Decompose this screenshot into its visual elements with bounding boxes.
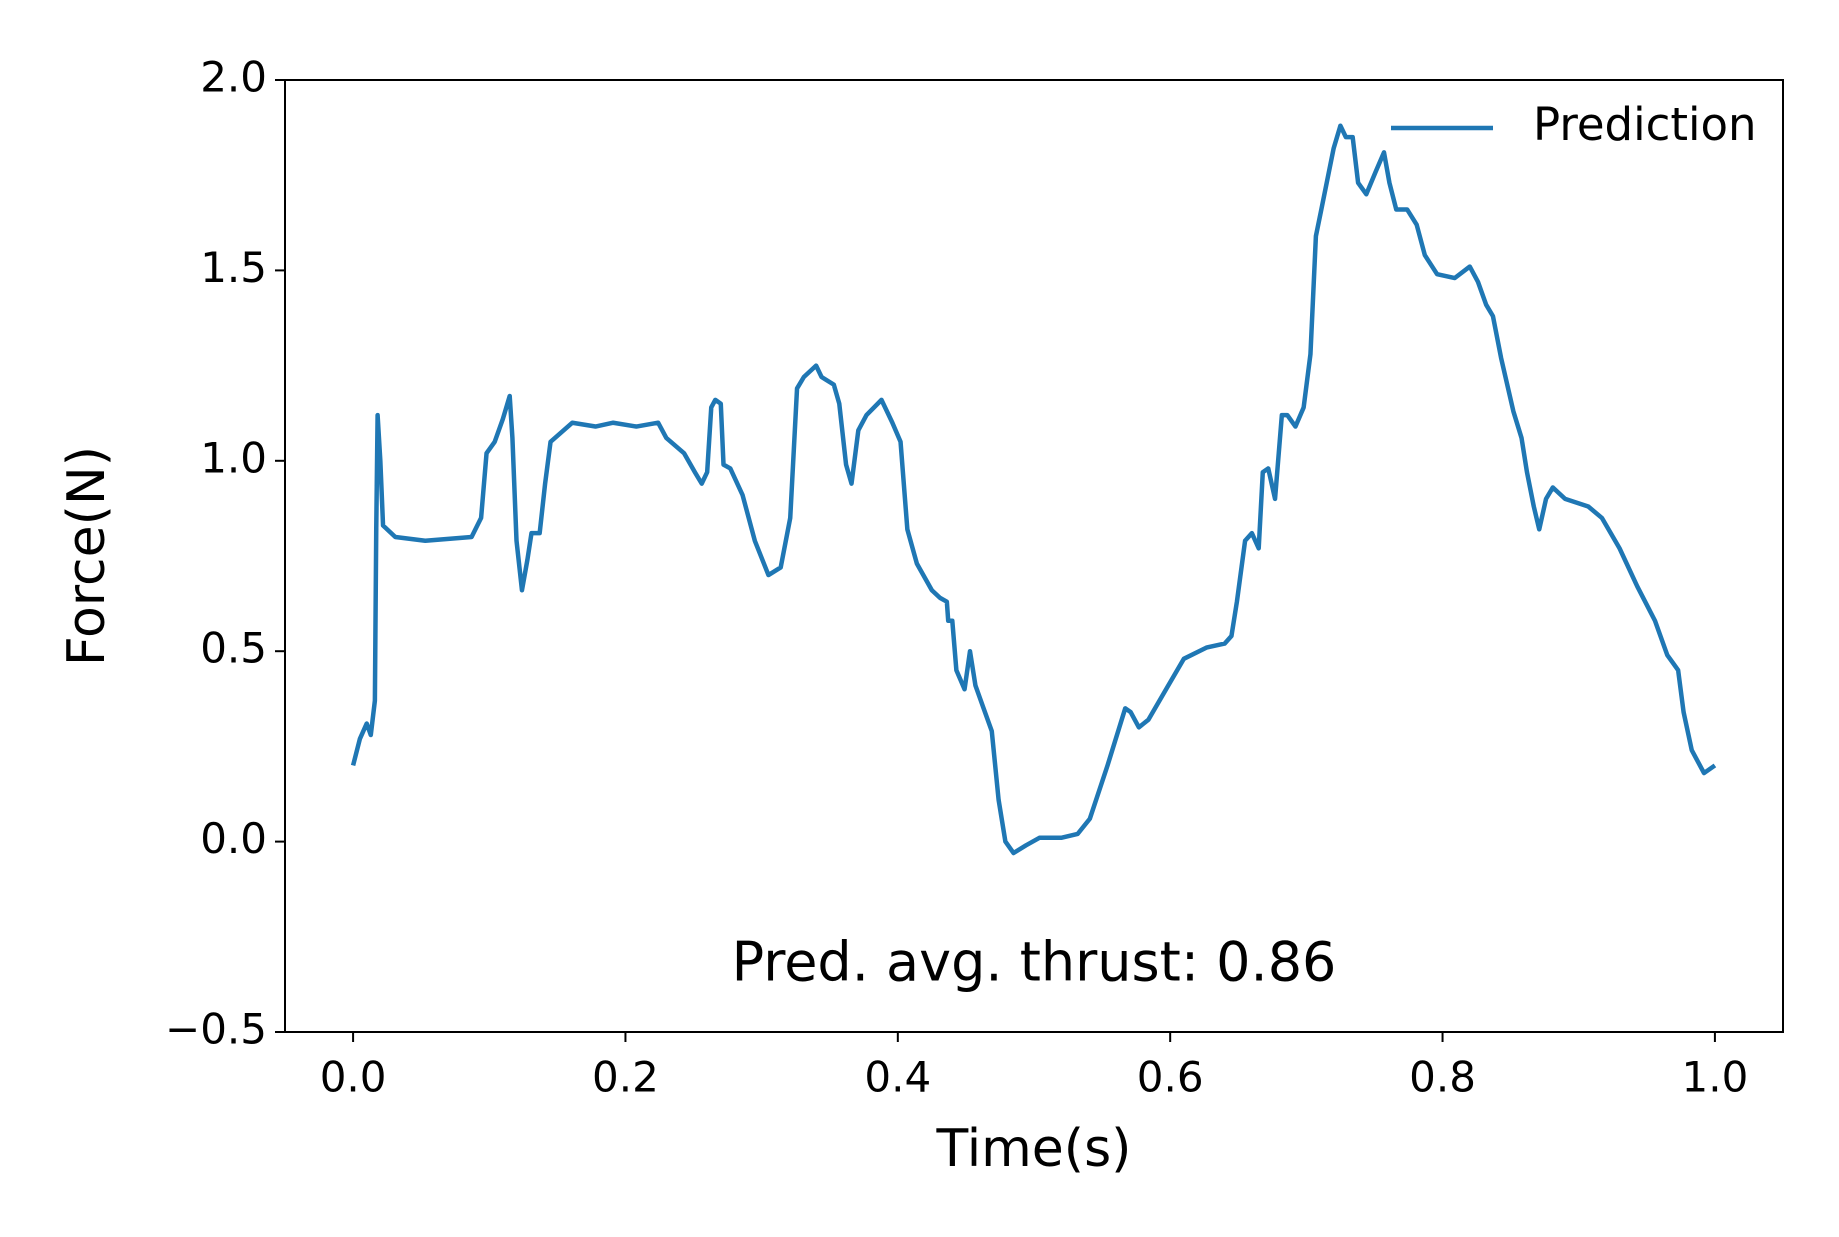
x-tick-label: 0.8 xyxy=(1409,1053,1476,1102)
x-tick-label: 0.2 xyxy=(592,1053,659,1102)
x-tick-label: 1.0 xyxy=(1682,1053,1749,1102)
x-axis-label: Time(s) xyxy=(936,1119,1132,1179)
line xyxy=(350,123,1717,856)
y-tick-label: 1.0 xyxy=(200,433,267,482)
y-tick-label: 2.0 xyxy=(200,53,267,102)
y-tick-label: 0.0 xyxy=(200,814,267,863)
y-tick-label: 0.5 xyxy=(200,624,267,673)
y-tick-label: −0.5 xyxy=(165,1005,267,1054)
x-tick-label: 0.6 xyxy=(1137,1053,1204,1102)
plot-frame xyxy=(284,79,1784,1033)
y-tick-label: 1.5 xyxy=(200,243,267,292)
x-tick-label: 0.0 xyxy=(320,1053,387,1102)
legend-label: Prediction xyxy=(1533,98,1757,151)
x-tick-label: 0.4 xyxy=(864,1053,931,1102)
annotation: Pred. avg. thrust: 0.86 xyxy=(732,931,1337,994)
y-axis-label: Force(N) xyxy=(57,446,117,666)
